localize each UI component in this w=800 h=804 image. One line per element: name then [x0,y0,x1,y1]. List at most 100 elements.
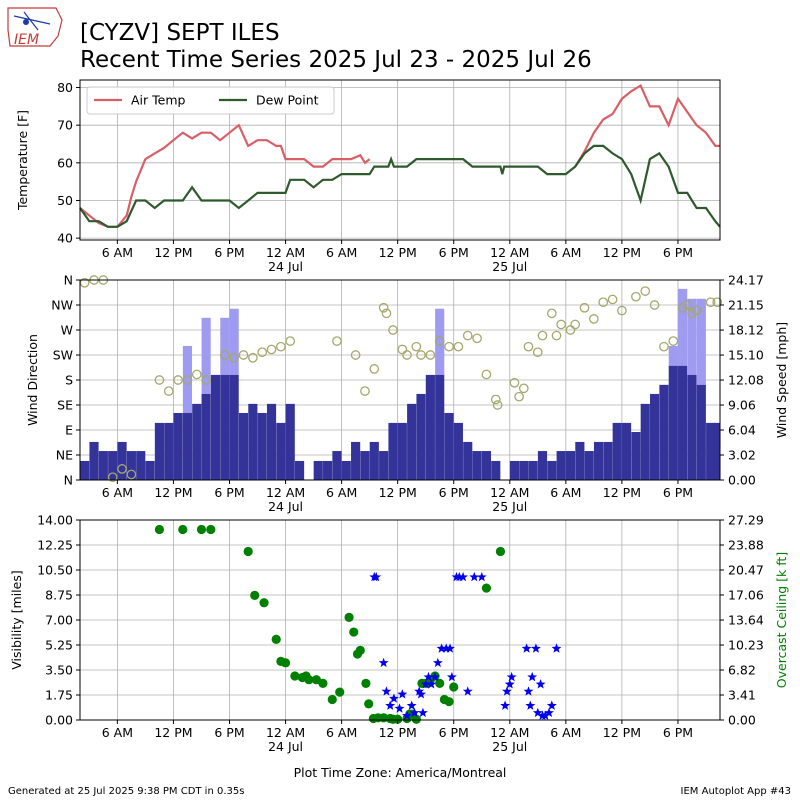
x-date-label: 25 Jul [492,739,527,754]
legend: Air Temp Dew Point [86,86,335,115]
direction-point [247,352,258,363]
chart-title-line2: Recent Time Series 2025 Jul 23 - 2025 Ju… [80,47,592,73]
y-tick-label: N [64,473,73,488]
speed-bar [136,451,146,480]
ceiling-point [435,678,445,688]
y2-tick-label: 3.41 [728,688,756,703]
direction-point [332,336,342,346]
visibility-point [551,643,562,653]
direction-point [481,369,492,380]
speed-bar [182,412,193,480]
direction-point [537,330,548,341]
gust-bar [229,308,239,375]
direction-point [444,341,454,352]
speed-bar [98,451,108,480]
speed-bar [80,460,90,480]
speed-bar [192,403,202,480]
direction-point [509,377,520,388]
gust-bar [220,317,230,375]
speed-bar [668,365,678,480]
ceiling-point [481,583,492,593]
y2-tick-label: 9.06 [728,398,756,413]
x-tick-label: 12 AM [266,725,305,740]
ceiling-point [449,682,459,692]
x-tick-label: 6 AM [326,245,357,260]
y-tick-label: N [64,273,73,288]
y-tick-label: 50 [57,193,73,208]
visibility-point [441,643,452,653]
x-tick-label: 12 PM [379,725,417,740]
speed-bar [313,460,323,480]
visibility-point [409,707,420,718]
speed-bar [89,441,99,480]
speed-bar [323,460,333,480]
speed-bar [416,393,426,480]
direction-point [266,344,277,355]
y2-tick-label: 10.23 [728,638,764,653]
x-date-label: 25 Jul [492,259,527,274]
direction-point [369,364,380,374]
ceiling-point [411,714,421,724]
direction-point [238,350,249,360]
speed-bar [276,422,286,480]
direction-point [173,375,183,385]
speed-bar [584,451,594,480]
y-axis-label: Visibility [miles] [9,570,24,669]
direction-point [381,308,392,319]
speed-bar [435,374,445,480]
direction-point [229,352,240,363]
direction-point [705,297,716,308]
y-tick-label: S [65,373,73,388]
visibility-point [532,707,543,718]
x-tick-label: 6 PM [214,725,244,740]
y2-tick-label: 3.02 [728,448,756,463]
ceiling-point [364,699,374,709]
ceiling-point [393,714,403,724]
speed-bar [332,451,342,480]
y-tick-label: 70 [57,118,73,133]
speed-bar [659,384,669,480]
x-tick-label: 12 PM [603,725,641,740]
y2-tick-label: 24.17 [728,273,764,288]
speed-bar [369,441,379,480]
visibility-point [546,700,557,710]
y2-axis-label: Overcast Ceiling [k ft] [774,552,789,688]
ceiling-point [361,678,371,688]
visibility-point [378,657,389,668]
speed-bar [164,422,174,480]
speed-bar [575,441,585,480]
speed-bar [547,460,557,480]
visibility-point [502,686,512,696]
x-tick-label: 6 AM [550,485,581,500]
x-tick-label: 6 PM [214,245,244,260]
y-tick-label: 12.25 [37,538,73,553]
y2-tick-label: 21.15 [728,297,764,312]
y-tick-label: NE [56,448,73,463]
x-tick-label: 6 PM [663,485,693,500]
direction-point [617,305,627,316]
x-tick-label: 12 AM [266,245,305,260]
visibility-point [535,679,546,689]
direction-point [640,286,651,296]
y-tick-label: NW [51,298,73,313]
direction-point [285,336,296,346]
speed-bar [712,422,720,480]
direction-point [402,350,412,360]
ceiling-point [196,524,207,535]
speed-bar [351,441,361,480]
x-tick-label: 6 PM [439,485,469,500]
x-date-label: 25 Jul [492,499,527,514]
speed-bar [472,451,482,480]
direction-point [492,400,503,410]
generated-footer: Generated at 25 Jul 2025 9:38 PM CDT in … [8,786,244,797]
speed-bar [678,365,688,480]
gust-bar [687,298,697,375]
x-date-label: 24 Jul [268,259,303,274]
x-tick-label: 6 AM [102,725,133,740]
x-tick-label: 12 PM [154,245,192,260]
x-tick-label: 12 AM [490,725,529,740]
x-tick-label: 12 PM [603,485,641,500]
ceiling-point [178,524,188,535]
visibility-point [406,700,417,710]
